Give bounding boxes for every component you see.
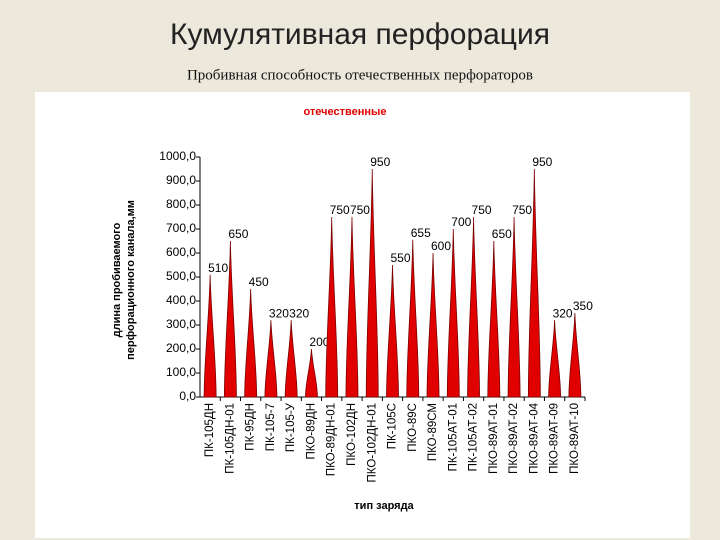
- y-tick-label: 1000,0: [159, 149, 196, 163]
- y-tick-label: 100,0: [166, 365, 196, 379]
- data-label: 950: [370, 155, 390, 169]
- x-tick-label: ПК-105-У: [285, 402, 297, 452]
- bar: [467, 216, 480, 398]
- bar: [325, 216, 339, 398]
- x-tick-label: ПК-105ДН-01: [224, 403, 236, 474]
- x-tick-label: ПКО-89АТ-10: [569, 403, 581, 474]
- bar: [568, 312, 582, 398]
- x-tick-label: ПК-95ДН: [245, 403, 257, 451]
- bar: [284, 320, 298, 398]
- y-tick-label: 500,0: [166, 269, 196, 283]
- x-tick-label: ПКО-89АТ-01: [488, 403, 500, 474]
- bar: [264, 320, 278, 398]
- data-label: 450: [249, 275, 269, 289]
- bar: [426, 252, 440, 398]
- bar: [507, 216, 521, 398]
- data-label: 650: [228, 227, 248, 241]
- x-tick-label: ПК-105С: [387, 403, 399, 449]
- bar: [244, 288, 258, 398]
- bar: [487, 240, 501, 398]
- data-label: 510: [208, 261, 228, 275]
- data-label: 700: [451, 215, 471, 229]
- x-tick-label: ПК-105-7: [265, 403, 277, 451]
- bar: [406, 239, 420, 398]
- data-label: 750: [350, 203, 370, 217]
- data-label: 655: [411, 226, 431, 240]
- x-tick-label: ПКО-89АТ-09: [549, 403, 561, 474]
- data-label: 750: [472, 203, 492, 217]
- data-label: 750: [330, 203, 350, 217]
- x-tick-label: ПКО-89ДН-01: [326, 403, 338, 476]
- data-label: 600: [431, 239, 451, 253]
- slide-subtitle: Пробивная способность отечественных перф…: [187, 67, 533, 83]
- bar: [223, 240, 237, 398]
- y-axis-label-line: перфорационного канала,мм: [125, 200, 137, 360]
- chart-area: [35, 92, 690, 538]
- y-tick-label: 300,0: [166, 317, 196, 331]
- y-tick-label: 0,0: [179, 389, 196, 403]
- y-tick-label: 600,0: [166, 245, 196, 259]
- data-label: 320: [289, 306, 309, 320]
- data-label: 750: [512, 203, 532, 217]
- x-tick-label: ПК-105АТ-01: [447, 403, 459, 471]
- x-tick-label: ПК-105ДН: [204, 403, 216, 457]
- data-label: 650: [492, 227, 512, 241]
- x-tick-label: ПКО-89ДН: [305, 403, 317, 460]
- data-label: 320: [269, 306, 289, 320]
- data-label: 550: [390, 251, 410, 265]
- x-tick-label: ПКО-89С: [407, 403, 419, 452]
- bar: [386, 264, 399, 398]
- bar: [446, 228, 460, 398]
- x-tick-label: ПК-105АТ-02: [468, 403, 480, 471]
- data-label: 950: [532, 155, 552, 169]
- bar: [548, 320, 562, 398]
- x-tick-label: ПКО-102ДН-01: [366, 403, 378, 483]
- x-tick-label: ПКО-89АТ-02: [508, 403, 520, 474]
- y-tick-label: 700,0: [166, 221, 196, 235]
- bar: [527, 168, 541, 398]
- y-tick-label: 400,0: [166, 293, 196, 307]
- bar: [365, 168, 379, 398]
- data-label: 320: [553, 306, 573, 320]
- x-tick-label: ПКО-89СМ: [427, 403, 439, 461]
- slide-title: Кумулятивная перфорация: [170, 18, 550, 51]
- bar: [305, 348, 318, 398]
- y-tick-label: 800,0: [166, 197, 196, 211]
- x-tick-label: ПКО-102ДН: [346, 403, 358, 466]
- bar: [345, 216, 359, 398]
- x-axis-label: тип заряда: [354, 500, 414, 512]
- y-tick-label: 200,0: [166, 341, 196, 355]
- x-tick-label: ПКО-89АТ-04: [528, 402, 540, 473]
- data-label: 350: [573, 299, 593, 313]
- y-axis-label: длина пробиваемого перфорационного канала…: [111, 200, 137, 360]
- bar: [203, 274, 217, 398]
- data-label: 200: [309, 335, 329, 349]
- chart-title: отечественные: [303, 106, 386, 118]
- y-tick-label: 900,0: [166, 173, 196, 187]
- y-axis-label-line: длина пробиваемого: [111, 222, 123, 337]
